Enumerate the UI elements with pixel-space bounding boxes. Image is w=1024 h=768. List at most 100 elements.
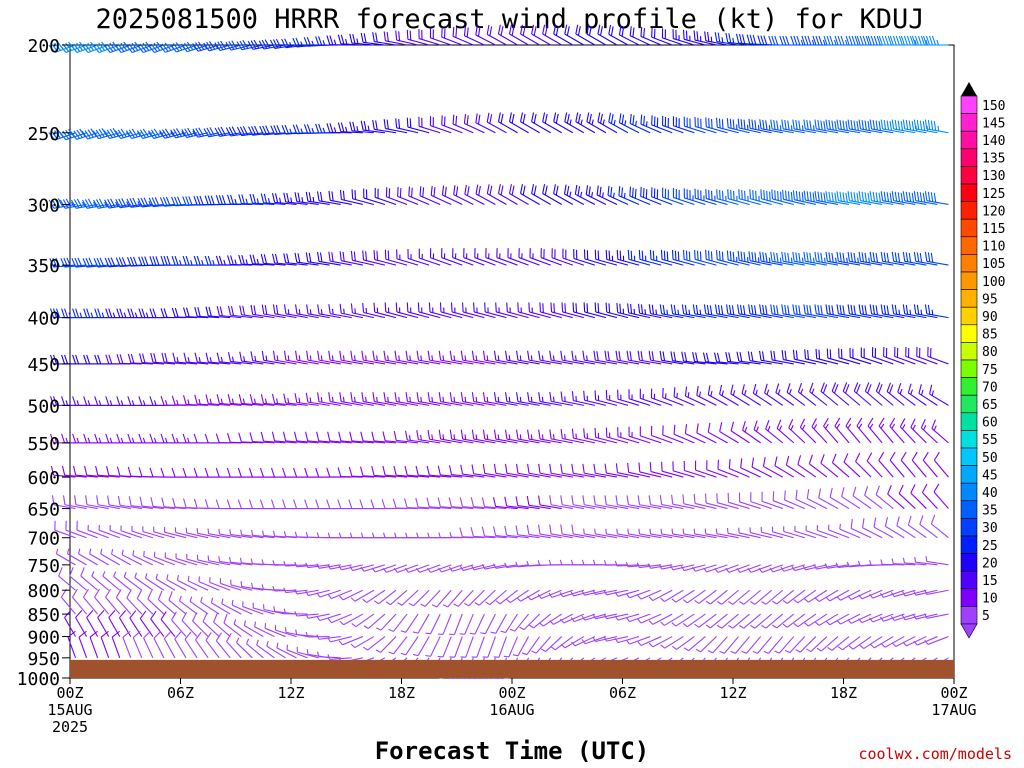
wind-barb <box>538 463 562 478</box>
wind-barb <box>750 492 772 510</box>
wind-barb <box>682 589 706 604</box>
wind-barb <box>316 563 341 569</box>
wind-barb <box>730 421 750 444</box>
wind-barb <box>626 495 651 510</box>
wind-barb <box>889 417 905 444</box>
wind-barb <box>374 187 397 205</box>
wind-barb <box>272 350 297 365</box>
colorbar-swatch <box>960 518 978 537</box>
wind-barb <box>836 304 861 319</box>
wind-barb <box>508 184 529 205</box>
wind-barb <box>78 548 98 566</box>
wind-barb <box>549 463 573 478</box>
wind-barb <box>238 194 264 206</box>
wind-barb <box>393 564 419 573</box>
wind-barb <box>684 386 706 406</box>
wind-barb <box>147 590 165 615</box>
y-tick-label: 700 <box>27 529 60 550</box>
wind-barb <box>250 304 275 319</box>
wind-barb <box>515 496 540 510</box>
wind-barb <box>283 192 308 206</box>
wind-barb <box>614 613 640 621</box>
wind-barb <box>128 496 153 510</box>
wind-barb <box>649 462 673 478</box>
colorbar-label: 115 <box>982 222 1005 237</box>
wind-barb <box>282 431 308 444</box>
wind-barb <box>350 392 374 406</box>
wind-barb <box>878 417 894 444</box>
wind-barb <box>348 466 374 478</box>
wind-barb <box>905 346 927 365</box>
wind-barb <box>337 122 363 134</box>
speed-colorbar: 1501451401351301251201151101051009590858… <box>960 82 1005 639</box>
wind-barb <box>428 302 452 319</box>
wind-barb <box>575 112 596 134</box>
wind-barb <box>615 350 640 365</box>
wind-barb <box>96 495 120 510</box>
wind-barb <box>233 619 253 638</box>
wind-barb <box>862 518 883 539</box>
wind-barb <box>463 589 485 607</box>
wind-barb <box>504 463 529 478</box>
wind-barb <box>394 392 419 406</box>
wind-barb <box>504 429 529 444</box>
wind-barb <box>593 463 618 478</box>
wind-barb <box>615 463 640 478</box>
wind-barb <box>429 248 452 266</box>
wind-barb <box>470 527 496 539</box>
wind-barb <box>562 248 584 266</box>
wind-barb <box>922 35 949 46</box>
wind-barb <box>570 613 596 623</box>
wind-barb <box>913 191 938 206</box>
wind-barb <box>539 302 562 319</box>
wind-barb <box>560 636 585 649</box>
wind-barb <box>661 461 684 478</box>
wind-barb <box>360 120 385 134</box>
wind-barb <box>531 636 552 654</box>
wind-barb <box>426 465 452 478</box>
wind-barb <box>714 304 739 319</box>
wind-barb <box>328 304 352 319</box>
wind-barb <box>753 420 773 444</box>
wind-barb <box>793 613 817 628</box>
wind-barb <box>404 430 430 444</box>
y-tick-label: 950 <box>27 649 60 670</box>
wind-barb <box>593 495 618 510</box>
credit-link[interactable]: coolwx.com/models <box>858 745 1012 763</box>
wind-barb <box>739 613 761 629</box>
wind-barb <box>328 251 352 266</box>
wind-barb <box>900 451 916 478</box>
wind-barb <box>738 527 761 539</box>
wind-barb <box>582 495 607 510</box>
wind-barb <box>192 127 220 138</box>
wind-barb <box>453 589 474 607</box>
wind-barb <box>153 526 176 539</box>
wind-barb <box>771 189 794 206</box>
wind-barb <box>604 350 629 365</box>
wind-barb <box>492 497 518 510</box>
wind-barb <box>481 497 507 510</box>
wind-barb <box>408 186 430 205</box>
wind-barb <box>238 432 264 444</box>
wind-barb <box>142 526 165 539</box>
wind-barb <box>305 562 330 569</box>
wind-barb <box>660 636 684 649</box>
wind-barb <box>707 422 728 444</box>
wind-barb <box>571 495 595 510</box>
wind-barb <box>196 554 220 566</box>
wind-barb <box>695 460 717 478</box>
wind-barb <box>803 190 828 206</box>
colorbar-swatch <box>960 430 978 449</box>
wind-barb <box>412 613 430 634</box>
wind-barb <box>648 495 673 510</box>
wind-barb <box>437 613 452 636</box>
wind-barb <box>538 429 562 444</box>
wind-barb <box>540 636 563 653</box>
wind-barb <box>792 304 816 319</box>
wind-barb <box>922 451 938 478</box>
wind-barb <box>452 26 474 46</box>
wind-barb <box>171 611 187 637</box>
wind-barb <box>814 190 839 206</box>
wind-barb <box>924 304 949 319</box>
